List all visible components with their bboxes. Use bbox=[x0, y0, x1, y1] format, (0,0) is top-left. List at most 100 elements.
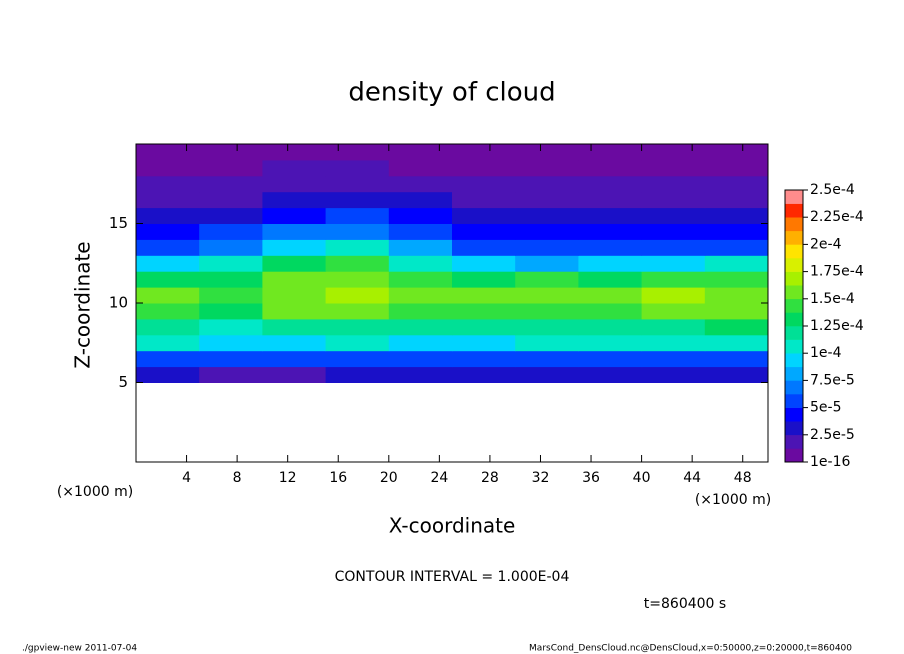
cell bbox=[136, 175, 200, 193]
colorbar-band bbox=[785, 394, 803, 408]
cell bbox=[641, 159, 706, 177]
cell bbox=[136, 303, 200, 320]
cell bbox=[452, 159, 516, 177]
cell bbox=[704, 159, 769, 177]
cell bbox=[199, 271, 263, 288]
cell bbox=[578, 239, 643, 256]
cell bbox=[325, 159, 390, 177]
x-tick-label: 48 bbox=[734, 470, 752, 486]
cell bbox=[452, 366, 516, 383]
cell bbox=[325, 191, 390, 209]
cell bbox=[515, 271, 579, 288]
colorbar-band bbox=[785, 380, 803, 395]
cell bbox=[262, 239, 327, 256]
cell bbox=[136, 318, 200, 336]
cell bbox=[578, 366, 643, 383]
cell bbox=[136, 350, 200, 368]
footer-left: ./gpview-new 2011-07-04 bbox=[22, 644, 137, 654]
cell bbox=[388, 144, 453, 161]
cell bbox=[704, 144, 769, 161]
colorbar-label: 7.5e-5 bbox=[810, 372, 855, 388]
cell bbox=[199, 366, 263, 383]
cell bbox=[262, 144, 327, 161]
cell bbox=[452, 334, 516, 352]
cell bbox=[704, 318, 769, 336]
cell bbox=[388, 223, 453, 240]
time-label: t=860400 s bbox=[644, 596, 726, 612]
cell bbox=[515, 144, 579, 161]
colorbar-band bbox=[785, 203, 803, 218]
cell bbox=[325, 255, 390, 272]
cell bbox=[578, 175, 643, 193]
cell bbox=[452, 175, 516, 193]
colorbar-band bbox=[785, 366, 803, 381]
colorbar-band bbox=[785, 407, 803, 422]
cell bbox=[262, 287, 327, 304]
colorbar-band bbox=[785, 339, 803, 354]
cell bbox=[199, 318, 263, 336]
cell bbox=[704, 175, 769, 193]
cell bbox=[641, 303, 706, 320]
cell bbox=[578, 207, 643, 224]
cell bbox=[199, 255, 263, 272]
cell bbox=[325, 334, 390, 352]
colorbar-band bbox=[785, 448, 803, 463]
cell bbox=[452, 271, 516, 288]
cell bbox=[325, 175, 390, 193]
cell bbox=[641, 175, 706, 193]
y-tick-label: 5 bbox=[118, 373, 128, 391]
x-tick-label: 36 bbox=[582, 470, 600, 486]
colorbar-label: 1e-16 bbox=[810, 454, 850, 470]
cell bbox=[136, 255, 200, 272]
cell bbox=[515, 223, 579, 240]
colorbar-band bbox=[785, 271, 803, 286]
cell bbox=[515, 207, 579, 224]
cell bbox=[262, 271, 327, 288]
colorbar-band bbox=[785, 285, 803, 300]
cell bbox=[515, 287, 579, 304]
cell bbox=[262, 255, 327, 272]
cell bbox=[641, 271, 706, 288]
cell bbox=[136, 191, 200, 209]
colorbar-label: 2.5e-4 bbox=[810, 182, 855, 198]
cell bbox=[641, 191, 706, 209]
cell bbox=[452, 144, 516, 161]
colorbar-label: 1.75e-4 bbox=[810, 264, 864, 280]
cell bbox=[262, 191, 327, 209]
cell bbox=[578, 287, 643, 304]
cell bbox=[641, 255, 706, 272]
cell bbox=[388, 287, 453, 304]
cell bbox=[515, 350, 579, 368]
cell bbox=[388, 159, 453, 177]
cell bbox=[388, 271, 453, 288]
cell bbox=[515, 159, 579, 177]
colorbar-band bbox=[785, 244, 803, 259]
cell bbox=[452, 287, 516, 304]
colorbar-label: 1e-4 bbox=[810, 345, 842, 361]
cell bbox=[388, 175, 453, 193]
field bbox=[136, 144, 769, 383]
cell bbox=[388, 255, 453, 272]
cell bbox=[704, 303, 769, 320]
cell bbox=[452, 255, 516, 272]
y-axis-label: Z-coordinate bbox=[71, 241, 95, 368]
cell bbox=[199, 191, 263, 209]
cell bbox=[199, 350, 263, 368]
colorbar-label: 2.25e-4 bbox=[810, 209, 864, 225]
cell bbox=[452, 191, 516, 209]
colorbar-label: 2e-4 bbox=[810, 236, 842, 252]
cell bbox=[704, 255, 769, 272]
cell bbox=[199, 207, 263, 224]
x-tick-label: 8 bbox=[233, 470, 242, 486]
cell bbox=[641, 334, 706, 352]
cell bbox=[704, 271, 769, 288]
cell bbox=[578, 350, 643, 368]
cell bbox=[515, 318, 579, 336]
cell bbox=[578, 144, 643, 161]
cell bbox=[262, 175, 327, 193]
cell bbox=[199, 239, 263, 256]
cell bbox=[136, 223, 200, 240]
colorbar-band bbox=[785, 421, 803, 436]
cell bbox=[199, 334, 263, 352]
